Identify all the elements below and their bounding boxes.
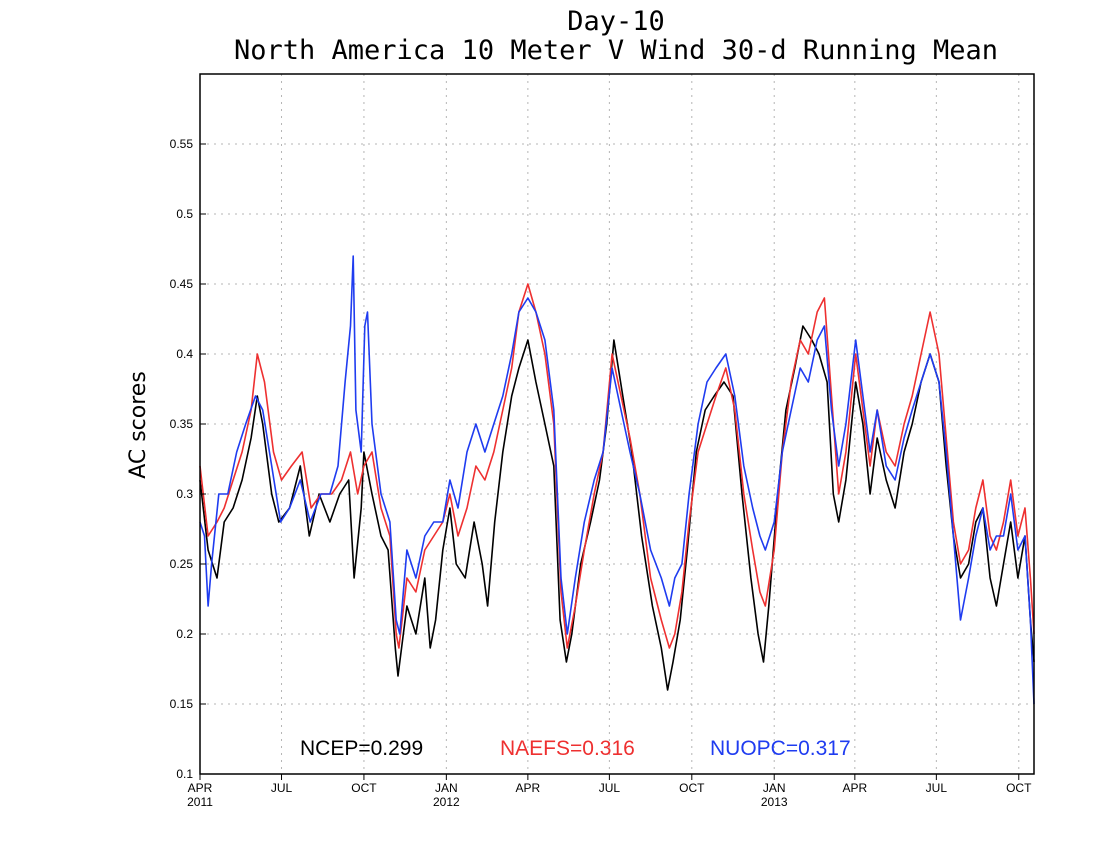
y-tick-label: 0.3 (176, 487, 193, 501)
series-line-naefs (199, 283, 1035, 649)
x-tick-year: 2013 (761, 795, 788, 809)
x-tick-label: OCT (679, 781, 705, 795)
y-tick-label: 0.25 (170, 557, 194, 571)
legend: NCEP=0.299 NAEFS=0.316 NUOPC=0.317 (300, 737, 851, 760)
chart-title: Day-10 (567, 6, 665, 37)
legend-entry: NCEP=0.299 (300, 737, 423, 760)
series-line-ncep (199, 325, 1035, 691)
y-tick-label: 0.45 (170, 277, 194, 291)
x-tick-label: JAN (435, 781, 458, 795)
x-tick-label: APR (188, 781, 213, 795)
x-tick-label: OCT (351, 781, 377, 795)
x-tick-year: 2012 (433, 795, 460, 809)
y-tick-label: 0.15 (170, 697, 194, 711)
grid (200, 74, 1034, 774)
chart-subtitle: North America 10 Meter V Wind 30-d Runni… (234, 35, 998, 66)
y-tick-label: 0.5 (176, 207, 193, 221)
x-tick-label: JUL (271, 781, 293, 795)
x-tick-label: JUL (599, 781, 621, 795)
x-tick-label: JAN (763, 781, 786, 795)
series-layer (199, 255, 1035, 705)
x-tick-year: 2011 (187, 795, 213, 809)
x-tick-label: APR (516, 781, 541, 795)
y-axis: 0.1 0.15 0.2 0.25 0.3 0.35 0.4 0.45 0.5 0.55 (170, 137, 206, 781)
x-tick-label: JUL (926, 781, 948, 795)
y-tick-label: 0.4 (176, 347, 193, 361)
y-tick-label: 0.2 (176, 627, 193, 641)
legend-entry: NAEFS=0.316 (500, 737, 635, 760)
x-tick-label: OCT (1006, 781, 1032, 795)
y-tick-label: 0.1 (176, 767, 193, 781)
series-line-nuopc (199, 255, 1035, 705)
y-tick-label: 0.35 (170, 417, 194, 431)
y-tick-label: 0.55 (170, 137, 194, 151)
x-tick-label: APR (842, 781, 867, 795)
y-axis-label: AC scores (126, 371, 151, 479)
legend-entry: NUOPC=0.317 (710, 737, 851, 760)
